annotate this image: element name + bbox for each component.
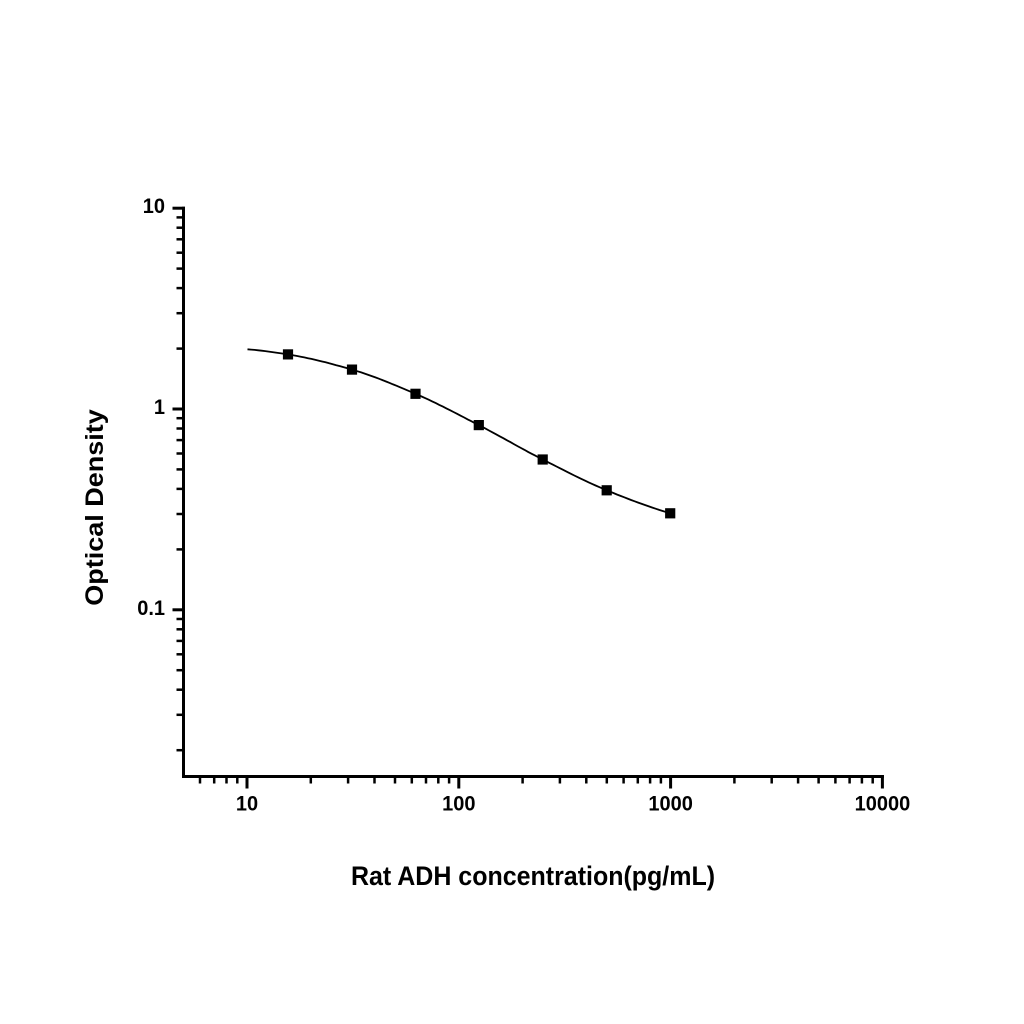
svg-text:1: 1 xyxy=(154,395,165,419)
svg-text:1000: 1000 xyxy=(648,792,692,816)
svg-text:10: 10 xyxy=(143,195,165,219)
svg-text:Optical Density: Optical Density xyxy=(80,409,109,606)
svg-text:Rat ADH concentration(pg/mL): Rat ADH concentration(pg/mL) xyxy=(351,860,715,891)
svg-text:10000: 10000 xyxy=(855,792,911,816)
svg-text:10: 10 xyxy=(236,792,258,816)
svg-text:0.1: 0.1 xyxy=(137,596,165,620)
svg-text:100: 100 xyxy=(442,792,475,816)
